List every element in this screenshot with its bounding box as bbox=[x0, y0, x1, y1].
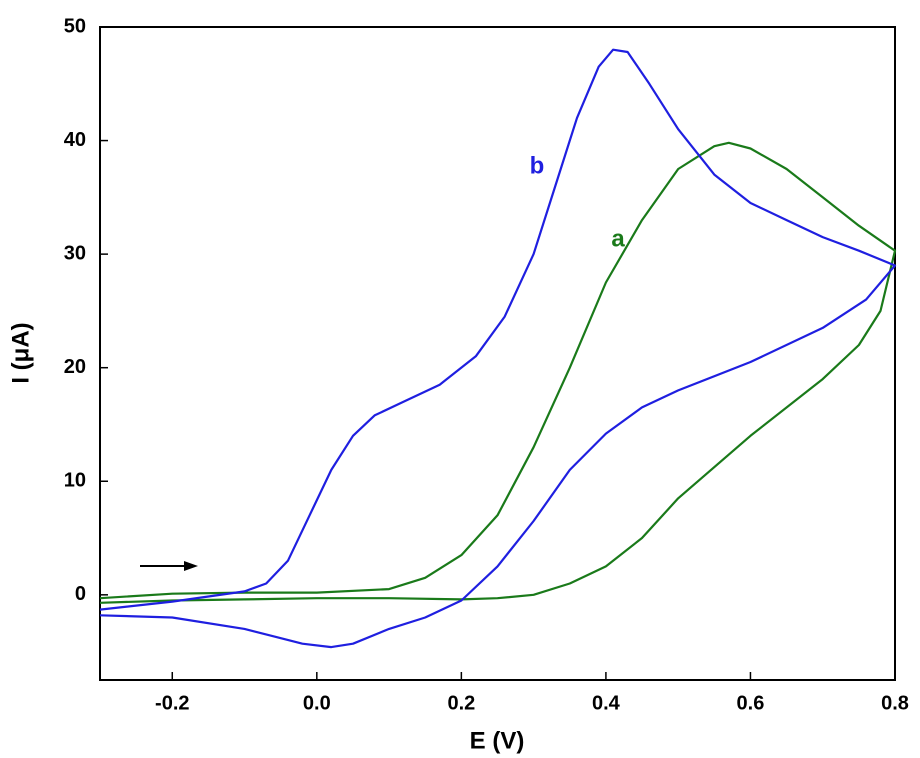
x-tick-label: 0.8 bbox=[881, 692, 909, 714]
series-label: b bbox=[530, 152, 545, 179]
scan-arrow-head bbox=[184, 561, 198, 571]
y-tick-label: 40 bbox=[64, 129, 86, 151]
x-axis-label: E (V) bbox=[470, 727, 525, 754]
series-line bbox=[99, 48, 897, 649]
y-tick-label: 10 bbox=[64, 470, 86, 492]
plot-frame bbox=[99, 26, 896, 681]
series-line bbox=[99, 141, 897, 604]
y-tick-label: 50 bbox=[64, 15, 86, 37]
series-label: a bbox=[611, 225, 625, 252]
y-tick-label: 0 bbox=[75, 583, 86, 605]
x-tick-label: 0.0 bbox=[303, 692, 331, 714]
x-tick-label: 0.2 bbox=[447, 692, 475, 714]
x-tick-label: 0.6 bbox=[737, 692, 765, 714]
x-tick-label: 0.4 bbox=[592, 692, 621, 714]
y-axis-label: I (μA) bbox=[7, 322, 34, 383]
y-tick-label: 30 bbox=[64, 242, 86, 264]
x-tick-label: -0.2 bbox=[155, 692, 189, 714]
y-tick-label: 20 bbox=[64, 356, 86, 378]
